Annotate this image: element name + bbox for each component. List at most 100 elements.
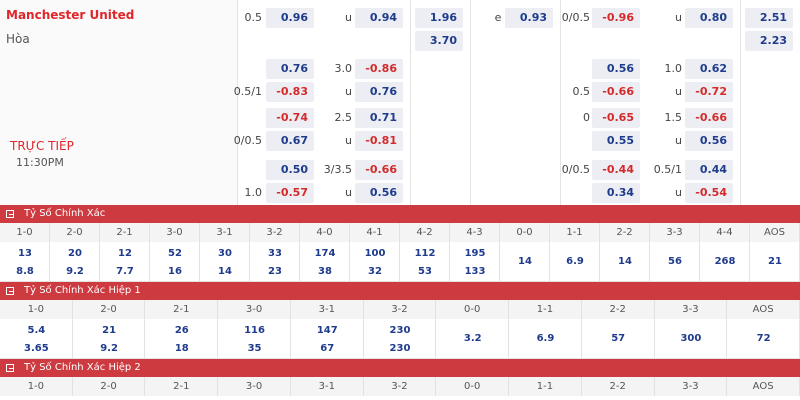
odds-value: 147 — [316, 325, 338, 336]
score-label: AOS — [750, 223, 800, 242]
section-header[interactable]: Tỷ Số Chính Xác Hiệp 2 — [0, 359, 800, 377]
odds-button[interactable]: 0.56 — [592, 59, 640, 79]
score-label: 2-0 — [72, 300, 146, 319]
odds-value: 100 — [364, 248, 386, 259]
odds-button[interactable]: -0.44 — [592, 160, 640, 180]
odds-cell[interactable] — [581, 319, 655, 359]
odds-value: 18 — [174, 343, 189, 354]
odds-cell[interactable] — [145, 319, 219, 359]
odds-label: 0.5/1 — [653, 163, 682, 176]
match-panel — [0, 0, 238, 205]
score-label: 2-2 — [581, 300, 655, 319]
odds-button[interactable]: 0.50 — [266, 160, 314, 180]
odds-button[interactable]: 0.71 — [355, 108, 403, 128]
odds-cell[interactable] — [509, 319, 582, 359]
score-label: 2-1 — [145, 377, 219, 396]
odds-button[interactable]: 0.56 — [355, 183, 403, 203]
odds-cell[interactable] — [700, 242, 750, 282]
collapse-icon[interactable] — [6, 287, 14, 295]
odds-cell[interactable] — [290, 319, 364, 359]
odds-value: 14 — [218, 266, 232, 277]
odds-button[interactable]: -0.57 — [266, 183, 314, 203]
odds-value: 300 — [680, 333, 702, 344]
odds-cell[interactable] — [50, 242, 100, 282]
odds-button[interactable]: 0.76 — [355, 82, 403, 102]
section-header[interactable]: Tỷ Số Chính Xác Hiệp 1 — [0, 282, 800, 300]
odds-cell[interactable] — [350, 242, 400, 282]
odds-cell[interactable] — [200, 242, 250, 282]
odds-button[interactable]: -0.86 — [355, 59, 403, 79]
odds-button[interactable]: -0.81 — [355, 131, 403, 151]
odds-cell[interactable] — [436, 319, 510, 359]
score-label: 1-1 — [509, 377, 582, 396]
odds-button[interactable]: 3.70 — [415, 31, 463, 51]
odds-button[interactable]: 0.80 — [685, 8, 733, 28]
collapse-icon[interactable] — [6, 210, 14, 218]
odds-value: 5.4 — [27, 325, 46, 336]
odds-button[interactable]: -0.66 — [592, 82, 640, 102]
odds-button[interactable]: 0.67 — [266, 131, 314, 151]
odds-button[interactable]: -0.66 — [685, 108, 733, 128]
odds-cell[interactable] — [727, 319, 800, 359]
score-label: 4-3 — [450, 223, 500, 242]
score-label: 2-1 — [145, 300, 219, 319]
odds-button[interactable]: 1.96 — [415, 8, 463, 28]
odds-cell[interactable] — [150, 242, 200, 282]
score-label: 3-3 — [654, 377, 728, 396]
odds-button[interactable]: 0.56 — [685, 131, 733, 151]
odds-button[interactable]: 2.51 — [745, 8, 793, 28]
odds-value: 72 — [756, 333, 771, 344]
odds-button[interactable]: -0.96 — [592, 8, 640, 28]
odds-cell[interactable] — [100, 242, 150, 282]
odds-cell[interactable] — [500, 242, 550, 282]
odds-value: 52 — [168, 248, 182, 259]
odds-cell[interactable] — [650, 242, 700, 282]
odds-button[interactable]: -0.54 — [685, 183, 733, 203]
odds-label: 0/0.5 — [561, 11, 590, 24]
odds-value: 57 — [611, 333, 626, 344]
odds-button[interactable]: 0.96 — [266, 8, 314, 28]
odds-cell[interactable] — [218, 319, 291, 359]
score-label: 3-2 — [250, 223, 300, 242]
odds-cell[interactable] — [363, 319, 437, 359]
odds-label: 0/0.5 — [233, 134, 262, 147]
odds-button[interactable]: -0.83 — [266, 82, 314, 102]
odds-button[interactable]: -0.65 — [592, 108, 640, 128]
odds-cell[interactable] — [450, 242, 500, 282]
odds-value: 20 — [68, 248, 82, 259]
odds-cell[interactable] — [600, 242, 650, 282]
odds-value: 116 — [244, 325, 265, 336]
odds-value: 3.65 — [24, 343, 49, 354]
odds-label: 0 — [583, 111, 590, 124]
odds-button[interactable]: 0.34 — [592, 183, 640, 203]
odds-value: 7.7 — [116, 266, 134, 277]
odds-value: 53 — [418, 266, 432, 277]
odds-button[interactable]: 0.62 — [685, 59, 733, 79]
score-label: 3-2 — [363, 300, 437, 319]
odds-cell[interactable] — [400, 242, 450, 282]
odds-value: 30 — [218, 248, 232, 259]
odds-button[interactable]: 0.44 — [685, 160, 733, 180]
score-label: 2-1 — [100, 223, 150, 242]
odds-cell[interactable] — [550, 242, 600, 282]
odds-button[interactable]: 0.94 — [355, 8, 403, 28]
odds-button[interactable]: -0.66 — [355, 160, 403, 180]
odds-cell[interactable] — [654, 319, 728, 359]
odds-cell[interactable] — [72, 319, 146, 359]
odds-value: 6.9 — [536, 333, 555, 344]
collapse-icon[interactable] — [6, 364, 14, 372]
odds-button[interactable]: 0.55 — [592, 131, 640, 151]
odds-cell[interactable] — [250, 242, 300, 282]
odds-label: u — [345, 11, 352, 24]
odds-button[interactable]: -0.72 — [685, 82, 733, 102]
odds-button[interactable]: 0.76 — [266, 59, 314, 79]
odds-cell[interactable] — [0, 319, 73, 359]
section-header[interactable]: Tỷ Số Chính Xác — [0, 205, 800, 223]
odds-button[interactable]: -0.74 — [266, 108, 314, 128]
score-label: 1-0 — [0, 377, 73, 396]
odds-cell[interactable] — [300, 242, 350, 282]
odds-cell[interactable] — [0, 242, 50, 282]
odds-button[interactable]: 0.93 — [505, 8, 553, 28]
odds-button[interactable]: 2.23 — [745, 31, 793, 51]
